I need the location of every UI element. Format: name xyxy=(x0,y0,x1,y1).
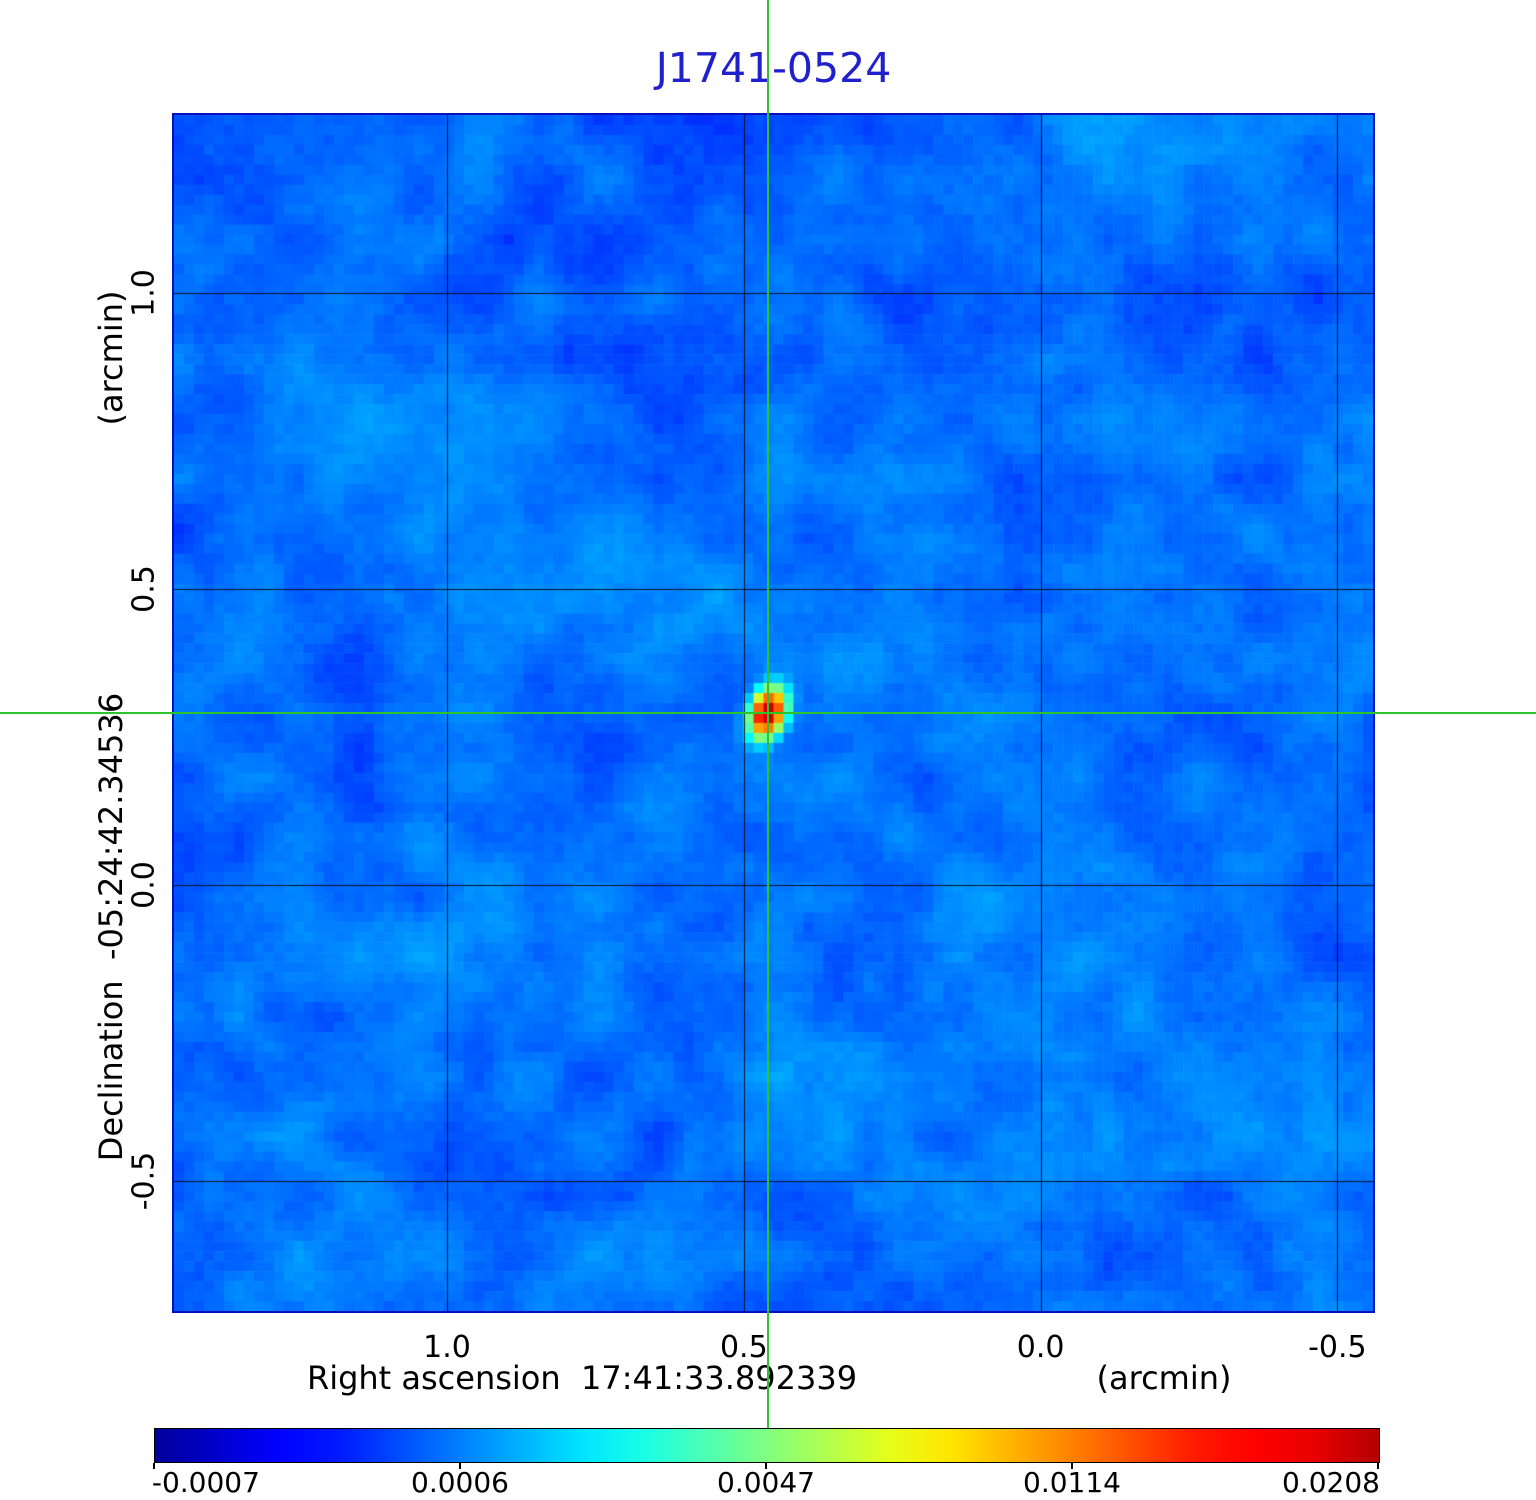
x-axis-unit-label: (arcmin) xyxy=(1096,1359,1232,1397)
colorbar-tick-label: 0.0208 xyxy=(1281,1466,1380,1499)
crosshair-horizontal-line[interactable] xyxy=(0,712,1536,714)
colorbar-tick-mark xyxy=(765,1463,767,1469)
y-axis-unit-label: (arcmin) xyxy=(92,290,130,426)
y-tick-label: -0.5 xyxy=(126,1151,162,1211)
y-tick-label: 1.0 xyxy=(126,268,162,317)
colorbar-tick-label: -0.0007 xyxy=(151,1466,260,1499)
colorbar-tick-mark xyxy=(153,1463,155,1469)
x-tick-label: 0.0 xyxy=(1016,1330,1065,1365)
y-axis-label: Declination -05:24:42.34536 xyxy=(92,692,130,1162)
y-tick-label: 0.5 xyxy=(126,564,162,613)
colorbar-tick-label: 0.0047 xyxy=(717,1466,815,1499)
colorbar-tick-mark xyxy=(459,1463,461,1469)
colorbar-tick-mark xyxy=(1377,1463,1379,1469)
x-axis-label: Right ascension 17:41:33.892339 xyxy=(306,1359,858,1397)
x-tick-label: 1.0 xyxy=(423,1330,471,1365)
colorbar-tick-label: 0.0006 xyxy=(411,1466,509,1499)
colorbar-tick-label: 0.0114 xyxy=(1023,1466,1121,1499)
y-tick-label: 0.0 xyxy=(126,860,162,909)
colorbar xyxy=(154,1428,1380,1463)
colorbar-tick-mark xyxy=(1071,1463,1073,1469)
crosshair-vertical-line[interactable] xyxy=(766,0,769,1428)
plot-title: J1741-0524 xyxy=(655,44,892,92)
x-tick-label: 0.5 xyxy=(719,1330,768,1365)
x-tick-label: -0.5 xyxy=(1308,1330,1367,1365)
